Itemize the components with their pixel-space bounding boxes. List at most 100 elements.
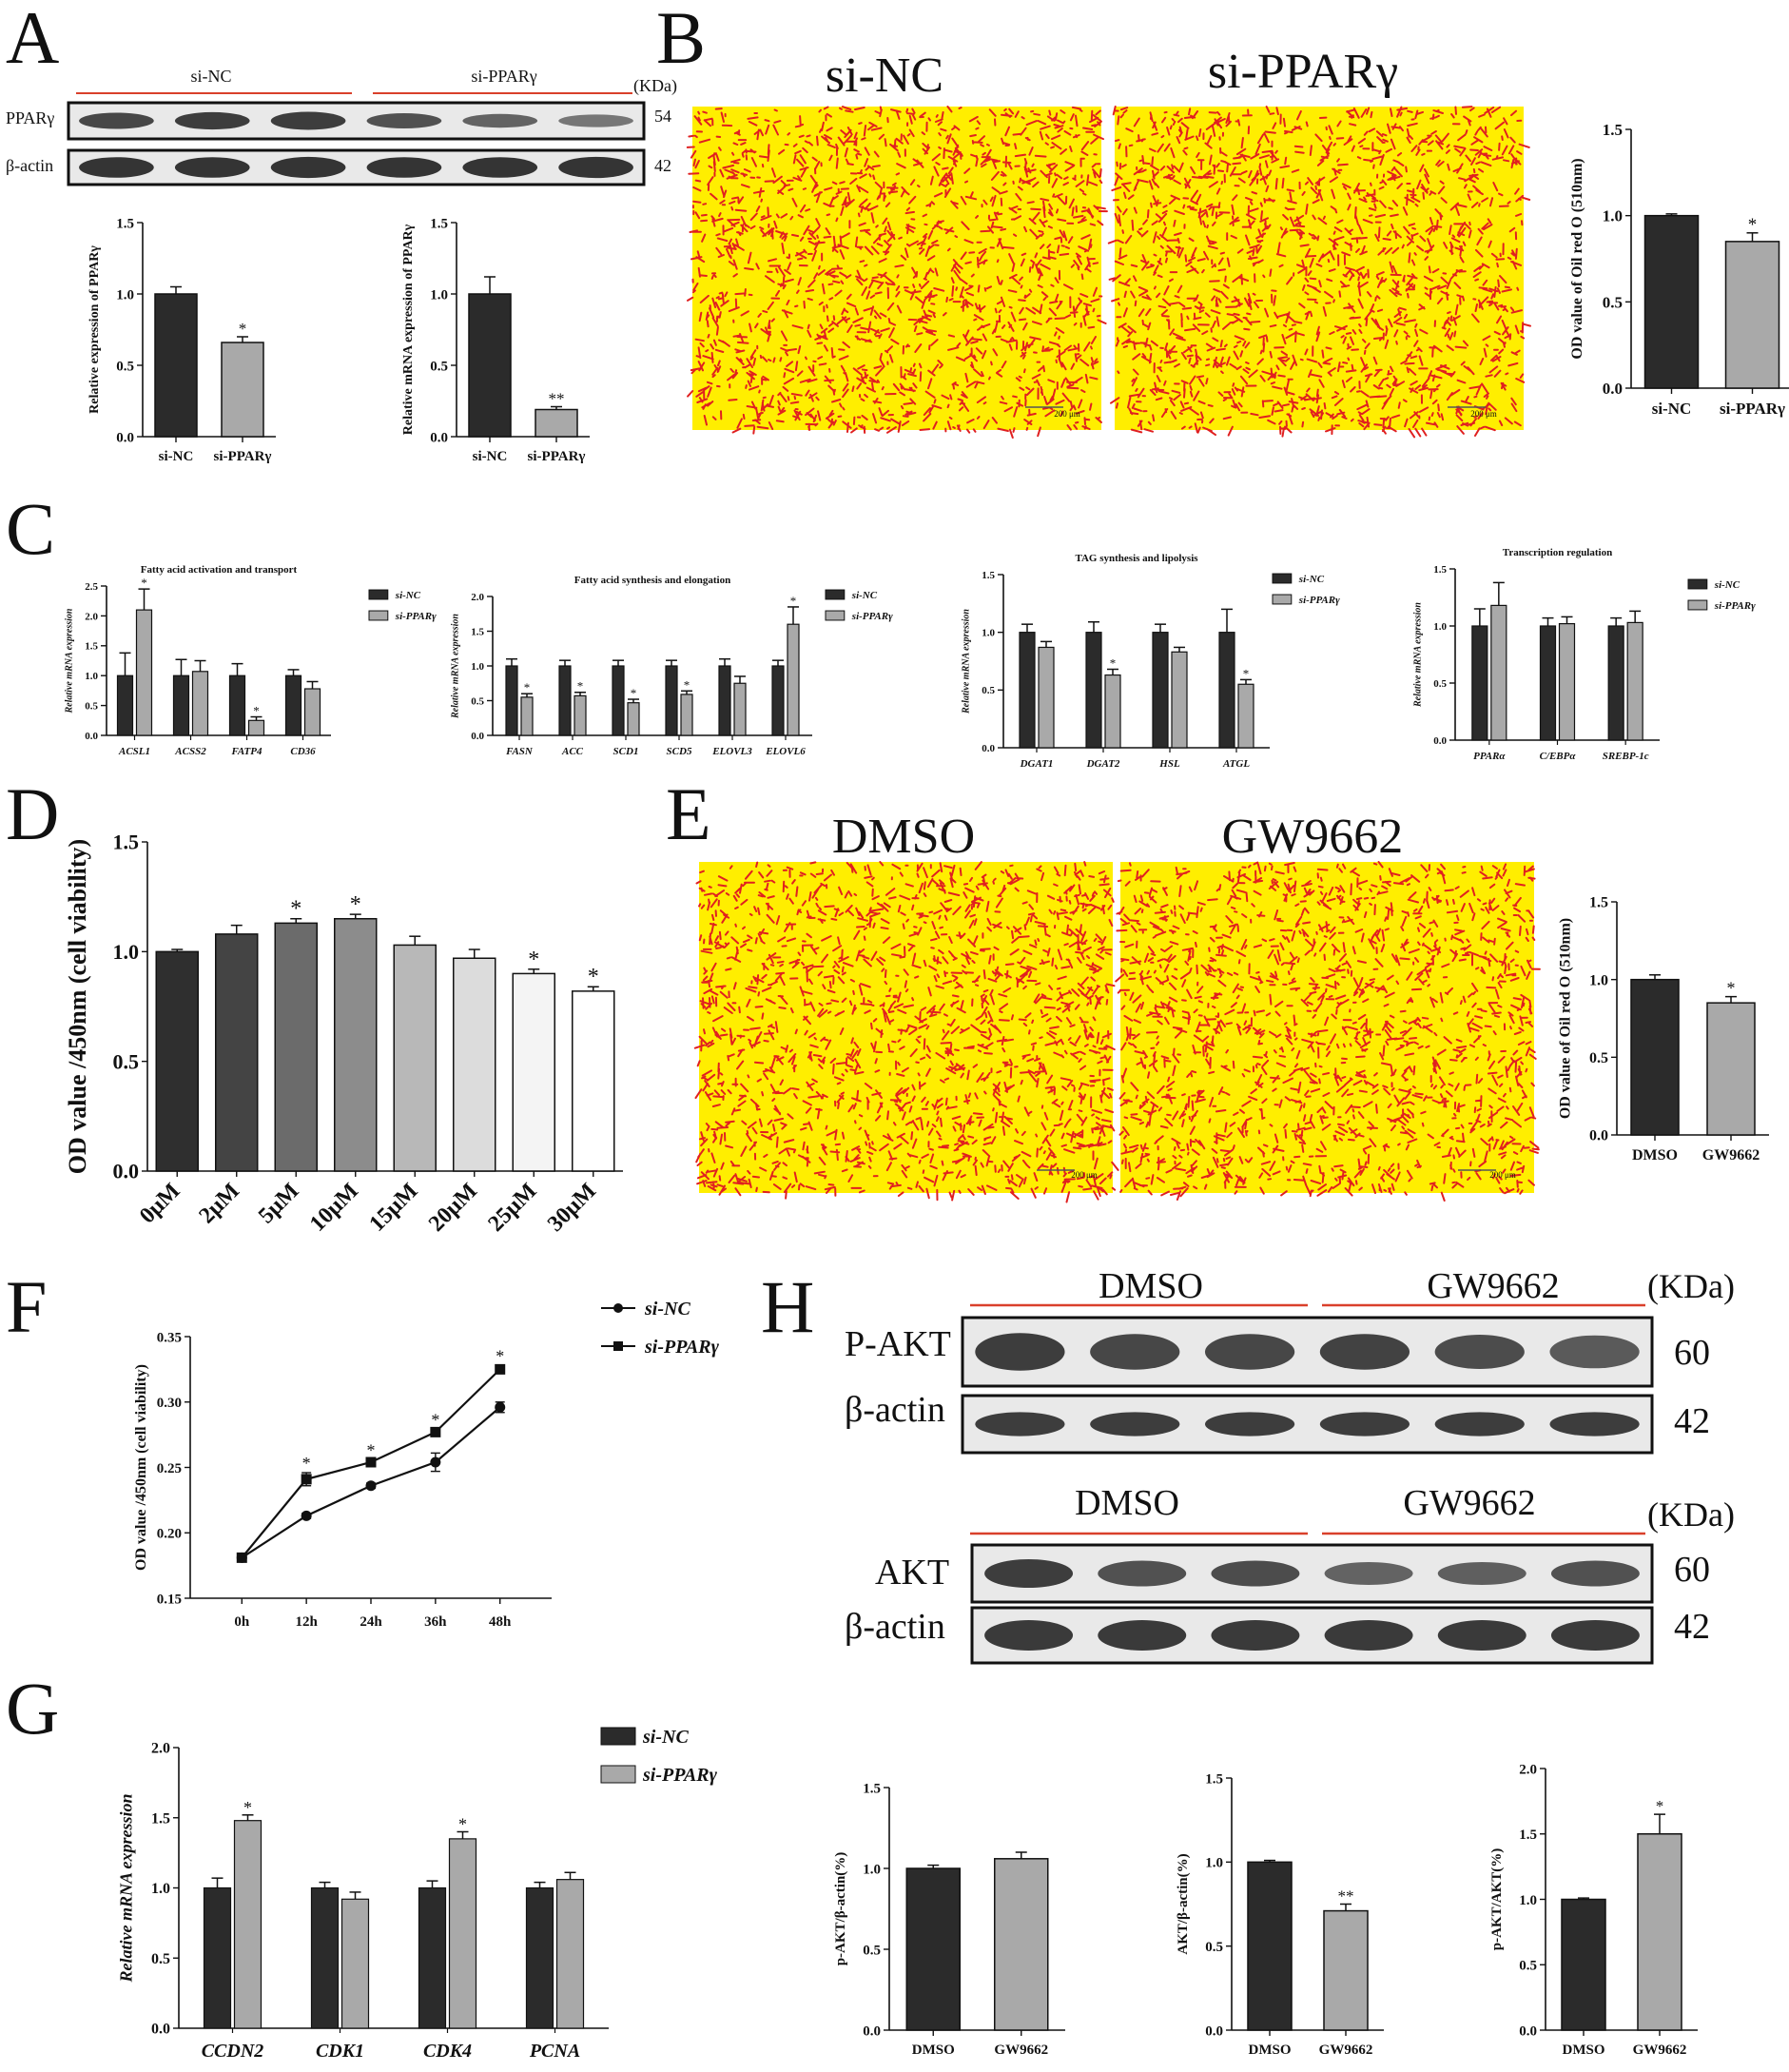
blot-band — [1098, 1620, 1187, 1651]
data-point — [301, 1510, 312, 1521]
y-tick-label: 2.5 — [85, 581, 98, 593]
chart-e-oil-red: 0.0 0.5 1.0 1.5 OD value of Oil red O (510nm… — [1557, 895, 1769, 1163]
oil-red-stain-image-si-nc — [686, 106, 1108, 439]
significance-marker: * — [367, 1440, 376, 1459]
blot-band — [270, 156, 346, 179]
x-tick-label: 12h — [295, 1614, 318, 1630]
blot-a-row-kda-1: 54 — [654, 107, 671, 126]
blot-h1-row-kda-2: 42 — [1674, 1401, 1710, 1441]
significance-marker: * — [684, 677, 690, 692]
blot-band — [1437, 1562, 1526, 1585]
blot-strip — [67, 148, 646, 186]
significance-marker: * — [239, 320, 247, 338]
y-tick-label: 0.0 — [151, 2022, 170, 2038]
panel-label-d: D — [6, 772, 59, 855]
bar — [1247, 1861, 1293, 2031]
bar — [453, 957, 496, 1172]
y-tick-label: 0.5 — [151, 1951, 170, 1967]
x-tick-label: 2μM — [194, 1179, 244, 1229]
lipid-droplets — [1107, 106, 1531, 439]
western-blot-h-pakt: DMSO GW9662 (KDa) P-AKT β-actin 60 42 — [845, 1266, 1735, 1455]
bar — [1561, 1898, 1606, 2031]
x-tick-label: DMSO — [1249, 2043, 1292, 2058]
x-tick-label: DGAT2 — [1086, 758, 1120, 770]
blot-a-row-label-2: β-actin — [6, 156, 53, 175]
y-tick-label: 0.5 — [430, 359, 448, 374]
x-tick-label: SCD1 — [613, 746, 639, 757]
x-tick-label: DMSO — [1632, 1147, 1678, 1163]
x-tick-label: DMSO — [912, 2043, 955, 2058]
blot-h1-group-2: GW9662 — [1427, 1266, 1559, 1306]
chart-f-growth-curve: 0.15 0.20 0.25 0.30 0.35 OD value /450nm (cel… — [133, 1299, 720, 1630]
y-axis-label: OD value of Oil red O (510nm) — [1569, 158, 1585, 359]
legend-swatch — [368, 610, 389, 621]
y-tick-label: 0.0 — [430, 430, 448, 445]
y-tick-label: 0.0 — [1519, 2023, 1537, 2039]
panel-label-e: E — [666, 772, 711, 855]
y-tick-label: 0.35 — [157, 1330, 182, 1345]
blot-band — [984, 1559, 1074, 1588]
y-axis-label: AKT/β-actin(%) — [1176, 1853, 1191, 1954]
y-tick-label: 0.0 — [1589, 1128, 1608, 1144]
blot-h2-kda: (KDa) — [1647, 1495, 1735, 1534]
bar — [303, 688, 321, 736]
y-tick-label: 1.5 — [1589, 895, 1608, 911]
blot-a-group-1: si-NC — [190, 67, 231, 86]
y-tick-label: 1.5 — [982, 570, 995, 581]
data-point — [430, 1426, 441, 1437]
data-point — [365, 1480, 377, 1492]
y-tick-label: 1.0 — [471, 661, 484, 673]
blot-strip — [961, 1394, 1654, 1455]
blot-band — [366, 157, 442, 178]
x-tick-label: GW9662 — [1319, 2043, 1373, 2058]
bar — [1539, 625, 1557, 741]
y-tick-label: 1.5 — [1433, 564, 1447, 576]
legend-label: si-NC — [644, 1299, 690, 1319]
blot-band — [558, 156, 633, 179]
y-tick-label: 0.0 — [1205, 2023, 1223, 2039]
lipid-droplets — [693, 861, 1119, 1203]
bar — [1637, 1833, 1682, 2031]
significance-marker: * — [1656, 1797, 1664, 1815]
blot-band — [975, 1412, 1065, 1437]
bar — [558, 665, 572, 736]
bar — [340, 1898, 370, 2029]
y-tick-label: 0.5 — [1205, 1940, 1223, 1955]
blot-h2-group-2: GW9662 — [1403, 1483, 1535, 1523]
bar — [1237, 683, 1254, 749]
x-tick-label: CCDN2 — [202, 2041, 264, 2062]
blot-a-row-label-1: PPARγ — [6, 108, 54, 127]
y-tick-label: 0.0 — [85, 731, 98, 742]
bar — [1218, 632, 1235, 749]
x-tick-label: 36h — [424, 1614, 447, 1630]
y-axis-label: p-AKT/β-actin(%) — [833, 1852, 848, 1966]
significance-marker: * — [631, 686, 637, 700]
x-tick-label: 30μM — [543, 1179, 601, 1237]
chart-title: Fatty acid activation and transport — [141, 564, 298, 576]
x-tick-label: 0μM — [135, 1179, 185, 1229]
x-tick-label: 20μM — [424, 1179, 482, 1237]
legend-swatch — [825, 589, 846, 600]
y-axis-label: Relative mRNA expression — [64, 608, 74, 713]
x-tick-label: si-PPARγ — [528, 449, 586, 464]
bar — [512, 972, 555, 1172]
y-tick-label: 1.5 — [863, 1781, 881, 1796]
x-tick-label: si-PPARγ — [1720, 400, 1785, 418]
legend-label: si-PPARγ — [642, 1765, 718, 1786]
bar — [733, 682, 747, 736]
bar — [1471, 625, 1488, 741]
stain-b-title-2: si-PPARγ — [1208, 45, 1398, 99]
blot-h1-group-1: DMSO — [1099, 1266, 1203, 1306]
y-tick-label: 0.25 — [157, 1461, 182, 1476]
x-tick-label: 25μM — [483, 1179, 541, 1237]
y-axis-label: Relative expression of PPARγ — [88, 245, 102, 414]
bar — [1085, 632, 1102, 749]
y-axis-label: Relative mRNA expression — [450, 614, 460, 719]
blot-band — [1437, 1620, 1526, 1651]
legend-swatch — [600, 1727, 636, 1746]
bar — [284, 674, 302, 736]
panel-label-g: G — [6, 1667, 59, 1749]
blot-a-row-kda-2: 42 — [654, 156, 671, 175]
bar — [535, 408, 578, 438]
